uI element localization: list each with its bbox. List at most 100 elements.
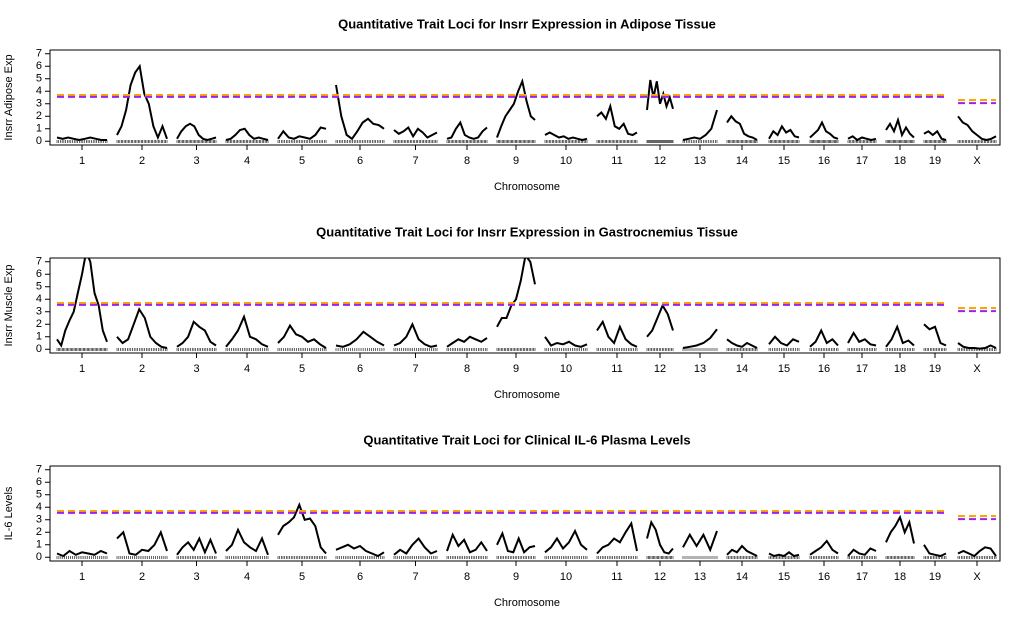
lod-curve [544, 336, 588, 348]
y-tick-label: 4 [36, 85, 42, 97]
lod-curve [682, 109, 718, 141]
x-tick-label: 1 [79, 571, 85, 583]
x-tick-label: 2 [139, 155, 145, 167]
x-tick-label: 2 [139, 363, 145, 375]
lod-curve [726, 338, 758, 349]
y-axis-label: IL-6 Levels [3, 486, 15, 540]
x-tick-label: 4 [244, 571, 250, 583]
lod-curve [335, 84, 385, 141]
lod-curve [923, 323, 947, 347]
x-tick-label: 5 [299, 155, 305, 167]
x-tick-label: 18 [894, 363, 906, 375]
x-tick-label: 14 [736, 363, 748, 375]
lod-curve [957, 342, 997, 350]
x-tick-label: 6 [357, 363, 363, 375]
y-tick-label: 1 [36, 123, 42, 135]
lod-curve [847, 135, 877, 142]
y-tick-label: 6 [36, 268, 42, 280]
x-tick-label: 12 [654, 155, 666, 167]
y-tick-label: 5 [36, 73, 42, 85]
x-tick-label: 19 [929, 363, 941, 375]
x-tick-label: 6 [357, 571, 363, 583]
x-tick-label: 1 [79, 155, 85, 167]
x-tick-label: 17 [856, 571, 868, 583]
x-axis-label: Chromosome [494, 597, 560, 609]
y-tick-label: 0 [36, 343, 42, 355]
x-tick-label: 18 [894, 571, 906, 583]
y-tick-label: 3 [36, 306, 42, 318]
lod-curve [544, 131, 588, 142]
lod-curve [496, 258, 536, 328]
lod-curve [56, 136, 107, 142]
lod-curve [446, 335, 488, 348]
x-tick-label: 15 [778, 155, 790, 167]
lod-curve [682, 530, 718, 553]
x-tick-label: 9 [513, 363, 519, 375]
x-tick-label: 16 [818, 155, 830, 167]
x-tick-label: 8 [464, 571, 470, 583]
y-axis-label: Insrr Adipose Exp [3, 54, 15, 140]
x-tick-label: 13 [694, 155, 706, 167]
chart-title: Quantitative Trait Loci for Insrr Expres… [316, 224, 738, 239]
x-tick-label: 17 [856, 363, 868, 375]
lod-curve [56, 549, 108, 558]
lod-curve [646, 303, 674, 338]
x-tick-label: 10 [560, 363, 572, 375]
y-tick-label: 0 [36, 135, 42, 147]
lod-curve [646, 79, 674, 111]
chart-title: Quantitative Trait Loci for Clinical IL-… [363, 432, 690, 447]
plot-area [56, 502, 997, 559]
lod-curve [809, 328, 839, 348]
plot-area [56, 258, 997, 351]
x-axis-label: Chromosome [494, 389, 560, 401]
x-tick-label: 3 [193, 155, 199, 167]
x-tick-label: 18 [894, 155, 906, 167]
y-tick-label: 3 [36, 514, 42, 526]
x-tick-label: 9 [513, 571, 519, 583]
lod-curve [335, 330, 385, 348]
x-tick-label: 5 [299, 363, 305, 375]
x-tick-label: 10 [560, 571, 572, 583]
lod-curve [56, 258, 108, 348]
x-tick-label: 12 [654, 571, 666, 583]
x-tick-label: 14 [736, 571, 748, 583]
y-tick-label: 6 [36, 60, 42, 72]
x-tick-label: 15 [778, 363, 790, 375]
x-tick-label: 13 [694, 363, 706, 375]
lod-curve [116, 63, 168, 141]
y-tick-label: 2 [36, 526, 42, 538]
x-tick-label: 7 [412, 363, 418, 375]
y-tick-label: 1 [36, 331, 42, 343]
lod-curve [682, 328, 718, 349]
x-tick-label: 7 [412, 571, 418, 583]
lod-curve [885, 116, 915, 139]
plot-frame [49, 465, 1001, 562]
lod-curve [277, 126, 327, 140]
x-tick-label: 8 [464, 155, 470, 167]
x-tick-label: 8 [464, 363, 470, 375]
lod-curve [957, 546, 997, 558]
plot-area [56, 63, 997, 143]
x-tick-label: X [973, 363, 981, 375]
plot-frame [49, 49, 1001, 146]
y-tick-label: 2 [36, 110, 42, 122]
x-tick-label: 15 [778, 571, 790, 583]
x-tick-label: 6 [357, 155, 363, 167]
lod-curve [176, 320, 217, 348]
lod-curve [446, 532, 488, 554]
y-tick-label: 7 [36, 256, 42, 268]
lod-curve [225, 527, 269, 556]
lod-curve [768, 335, 800, 347]
lod-curve [393, 321, 438, 348]
lod-curve [393, 536, 438, 556]
x-tick-label: 19 [929, 155, 941, 167]
lod-curve [596, 319, 638, 348]
x-tick-label: 3 [193, 571, 199, 583]
lod-curve [809, 539, 839, 556]
y-tick-label: 5 [36, 489, 42, 501]
lod-curve [116, 529, 168, 556]
lod-curve [176, 122, 217, 142]
lod-curve [957, 115, 997, 142]
y-tick-label: 7 [36, 464, 42, 476]
